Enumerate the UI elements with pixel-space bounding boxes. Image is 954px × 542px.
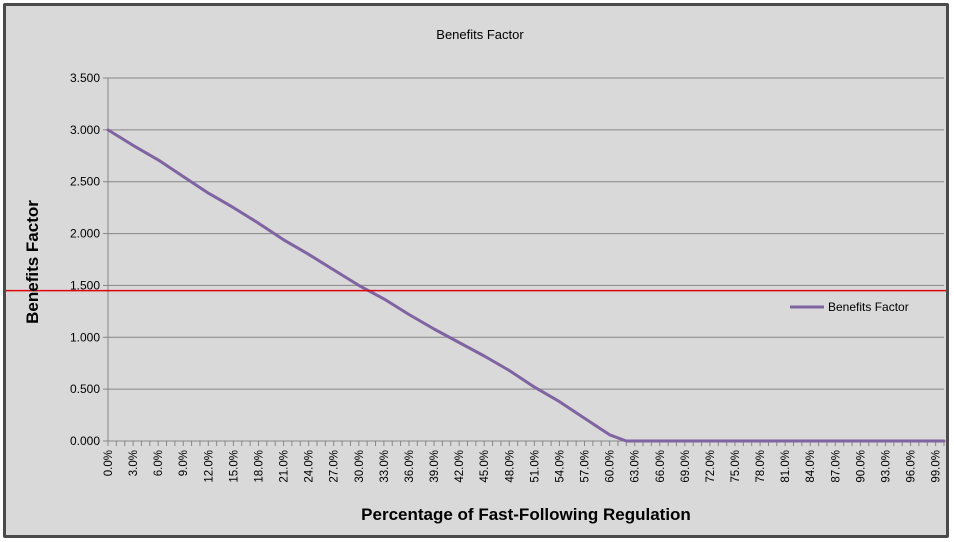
x-tick-label: 60.0% [605,450,617,483]
x-tick-label: 57.0% [580,450,592,483]
y-tick-label: 0.500 [70,382,100,396]
x-tick-label: 99.0% [931,450,943,483]
x-tick-label: 96.0% [906,450,918,483]
x-tick-label: 12.0% [203,450,215,483]
x-tick-label: 84.0% [805,450,817,483]
chart-frame: 0.000 0.500 1.000 1.500 2.000 2.500 3.000 3.500… [3,3,949,538]
x-axis-ticks: 0.0% 3.0% 6.0% 9.0% 12.0% 15.0% 18.0% 21.0% 24.0… [103,441,945,483]
x-tick-label: 33.0% [379,450,391,483]
x-tick-label: 39.0% [429,450,441,483]
x-tick-label: 66.0% [655,450,667,483]
x-tick-label: 93.0% [880,450,892,483]
x-tick-label: 42.0% [454,450,466,483]
legend-label: Benefits Factor [828,300,909,314]
x-tick-label: 3.0% [128,450,140,476]
chart-title: Benefits Factor [436,27,524,42]
x-tick-label: 75.0% [730,450,742,483]
x-tick-label: 81.0% [780,450,792,483]
benefits-factor-chart: 0.000 0.500 1.000 1.500 2.000 2.500 3.000 3.500… [6,27,946,524]
x-tick-label: 51.0% [529,450,541,483]
x-tick-label: 72.0% [705,450,717,483]
x-tick-label: 15.0% [228,450,240,483]
y-axis-title: Benefits Factor [23,200,42,324]
y-tick-label: 3.500 [70,71,100,85]
series-line-benefits-factor [106,128,946,443]
x-axis-title: Percentage of Fast-Following Regulation [361,505,691,524]
x-tick-label: 90.0% [855,450,867,483]
x-tick-label: 6.0% [153,450,165,476]
x-tick-label: 36.0% [404,450,416,483]
x-tick-label: 21.0% [279,450,291,483]
x-tick-label: 18.0% [253,450,265,483]
x-tick-label: 0.0% [103,450,115,476]
y-tick-label: 0.000 [70,434,100,448]
x-tick-label: 9.0% [178,450,190,476]
y-tick-label: 3.000 [70,123,100,137]
x-tick-label: 63.0% [630,450,642,483]
x-tick-label: 27.0% [329,450,341,483]
y-axis-ticks: 0.000 0.500 1.000 1.500 2.000 2.500 3.000 3.500 [70,71,109,448]
y-tick-label: 1.000 [70,330,100,344]
x-tick-label: 69.0% [680,450,692,483]
y-tick-label: 2.500 [70,175,100,189]
x-tick-label: 78.0% [755,450,767,483]
x-tick-label: 87.0% [830,450,842,483]
y-tick-label: 2.000 [70,227,100,241]
x-tick-label: 48.0% [504,450,516,483]
series-layer [6,128,946,443]
x-tick-label: 30.0% [354,450,366,483]
gridlines [108,77,944,442]
legend: Benefits Factor [790,300,909,314]
x-tick-label: 54.0% [554,450,566,483]
x-tick-label: 45.0% [479,450,491,483]
y-tick-label: 1.500 [70,278,100,292]
x-tick-label: 24.0% [304,450,316,483]
